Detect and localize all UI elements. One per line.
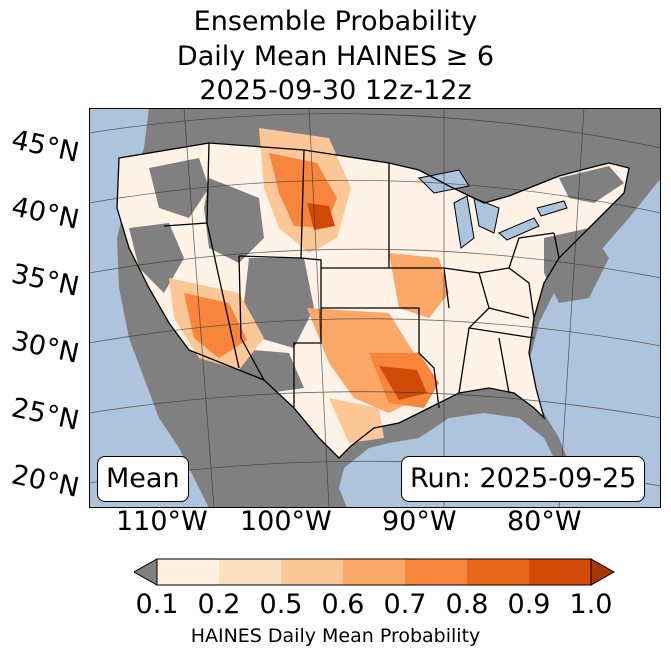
colorbar-cell-5 [467,559,529,585]
colorbar-tick-5: 0.8 [445,589,489,620]
colorbar-cell-3 [343,559,405,585]
probability-map [89,108,661,508]
lon-label-110: 110°W [116,506,208,537]
lat-label-45: 45°N [8,124,82,169]
colorbar-cell-4 [405,559,467,585]
lat-label-20: 20°N [8,459,82,504]
colorbar-tick-4: 0.7 [383,589,427,620]
lon-label-80: 80°W [507,506,582,537]
colorbar-label: HAINES Daily Mean Probability [190,625,481,647]
colorbar-cell-2 [281,559,343,585]
no-data-patches [129,158,624,393]
map-title-line-1: Ensemble Probability [193,6,478,37]
colorbar-tick-7: 1.0 [569,589,613,620]
lat-label-40: 40°N [8,191,82,236]
colorbar-frame [156,558,592,586]
graticule [89,108,661,508]
lat-label-25: 25°N [8,392,82,437]
colorbar-over-extension [590,558,616,586]
colorbar-cell-1 [219,559,281,585]
colorbar-tick-3: 0.6 [321,589,365,620]
colorbar-tick-0: 0.1 [135,589,179,620]
colorbar-under-extension [134,558,158,586]
state-borders [116,142,630,459]
map-title-line-3: 2025-09-30 12z-12z [199,75,472,106]
run-date-box: Run: 2025-09-25 [401,456,646,502]
map-frame [89,108,661,508]
colorbar-cell-6 [529,559,591,585]
lat-label-35: 35°N [8,258,82,303]
colorbar-tick-2: 0.5 [259,589,303,620]
lon-label-90: 90°W [382,506,457,537]
colorbar [134,558,616,586]
colorbar-cell-0 [157,559,219,585]
colorbar-tick-1: 0.2 [197,589,241,620]
mean-label-box: Mean [97,456,189,502]
lat-label-30: 30°N [8,325,82,370]
colorbar-tick-6: 0.9 [507,589,551,620]
lon-label-100: 100°W [240,506,332,537]
map-title-line-2: Daily Mean HAINES ≥ 6 [176,41,495,72]
great-lakes [417,169,568,249]
